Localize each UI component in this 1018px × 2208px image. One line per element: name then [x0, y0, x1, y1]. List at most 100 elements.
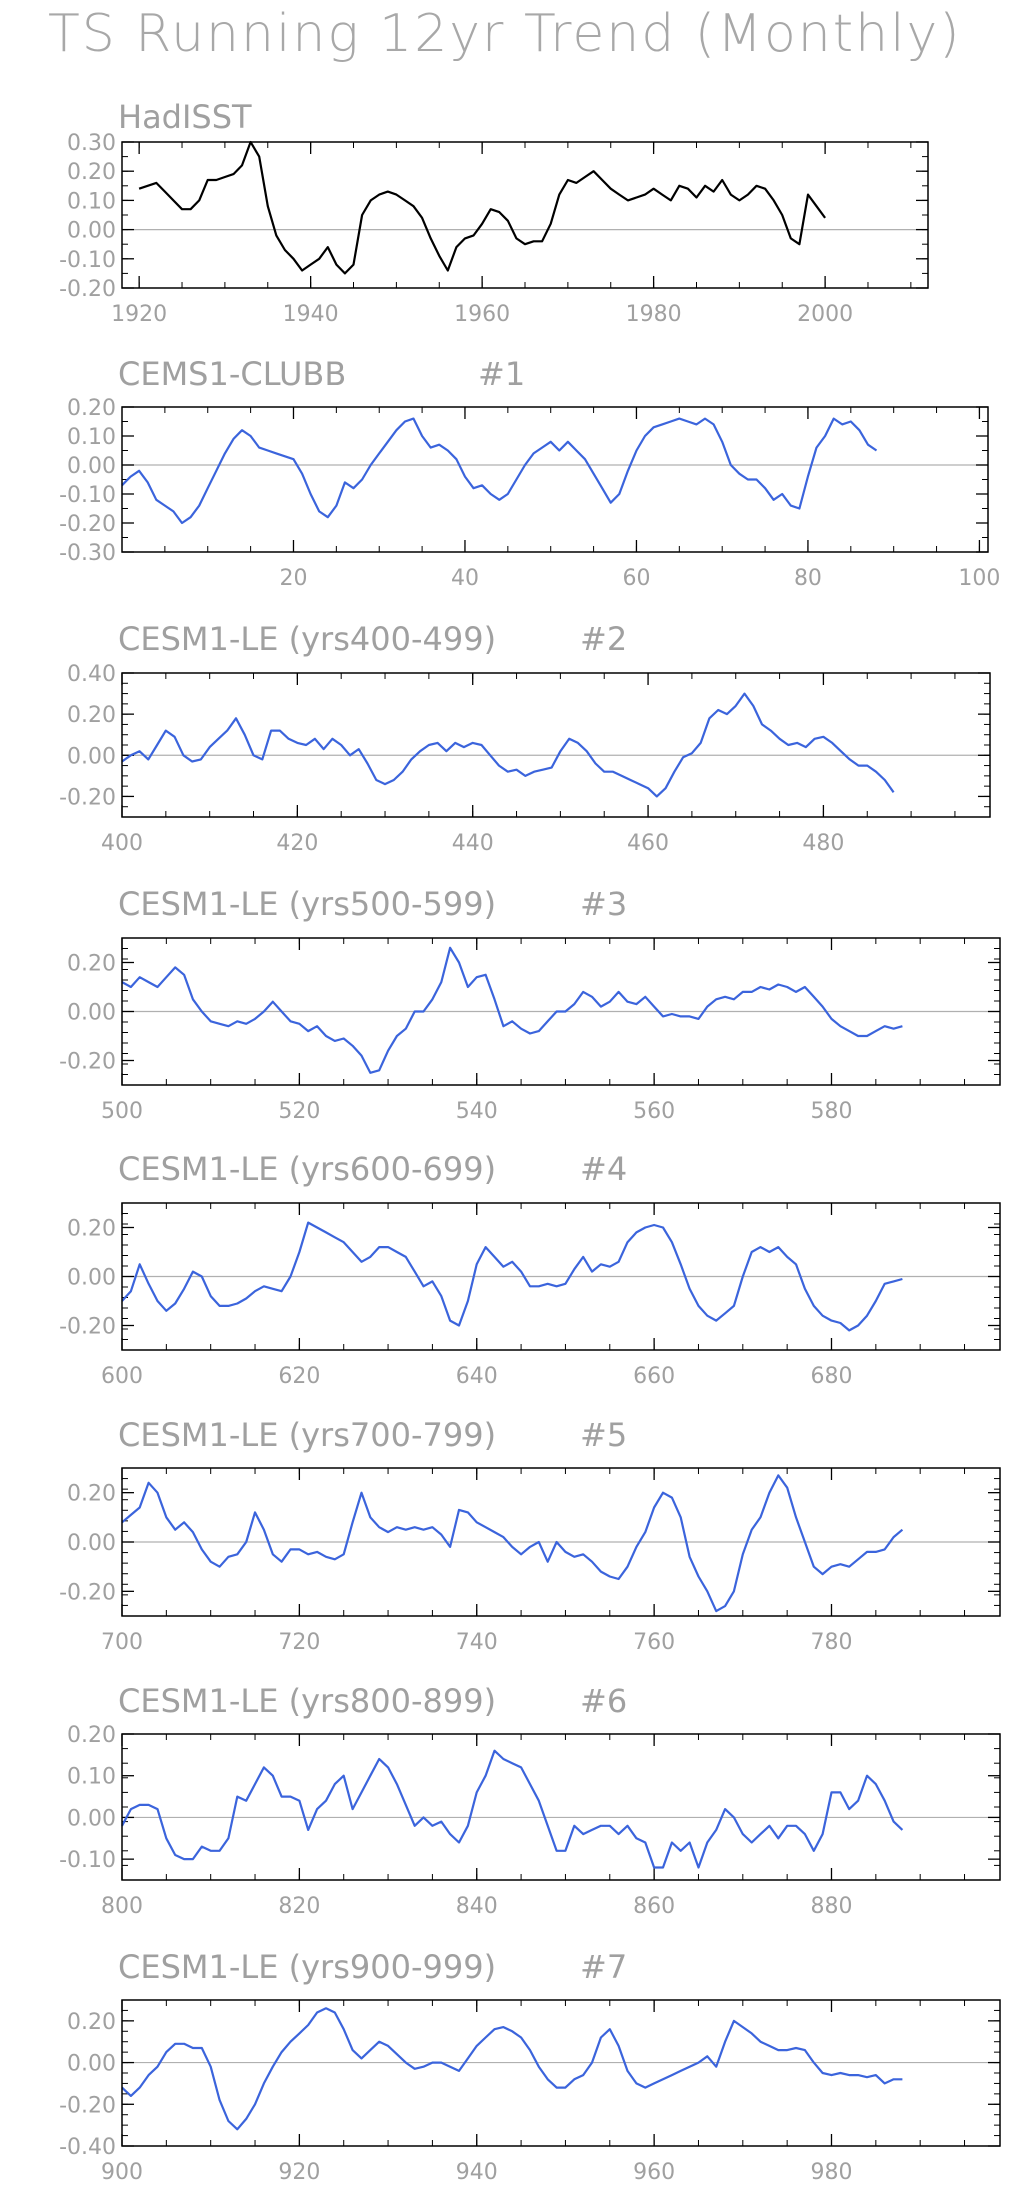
x-tick-label: 600 — [101, 1364, 143, 1389]
panel-title: CESM1-LE (yrs800-899) — [118, 1682, 496, 1720]
y-tick-label: 0.20 — [67, 160, 116, 185]
chart-panel-8: CESM1-LE (yrs900-999) #7 0.20 0.00 -0.20 -0.4… — [59, 1948, 1001, 2185]
y-tick-label: 0.20 — [67, 703, 116, 728]
x-tick-label: 860 — [633, 1894, 675, 1919]
x-tick-label: 820 — [278, 1894, 320, 1919]
y-tick-label: -0.20 — [59, 512, 116, 537]
plot-frame — [121, 1999, 1001, 2147]
x-tick-label: 2000 — [797, 302, 853, 327]
y-tick-label: -0.20 — [59, 277, 116, 302]
chart-panel-4: CESM1-LE (yrs500-599) #3 0.20 0.00 -0.20 500 5… — [59, 885, 1001, 1124]
panel-title: CESM1-LE (yrs400-499) — [118, 620, 496, 658]
plot-frame — [121, 1467, 1001, 1617]
y-tick-label: -0.40 — [59, 2135, 116, 2160]
plot-frame — [121, 1202, 1001, 1351]
x-tick-label: 1980 — [626, 302, 682, 327]
x-tick-label: 40 — [451, 566, 479, 591]
panel-title: CESM1-LE (yrs600-699) — [118, 1150, 496, 1188]
series-line — [121, 946, 903, 1074]
y-tick-label: 0.00 — [67, 1001, 116, 1026]
y-tick-label: -0.20 — [59, 1580, 116, 1605]
x-tick-label: 60 — [622, 566, 650, 591]
y-tick-label: 0.00 — [67, 1266, 116, 1291]
plot-frame — [121, 937, 1001, 1086]
y-tick-label: 0.00 — [67, 744, 116, 769]
x-tick-label: 540 — [456, 1099, 498, 1124]
x-tick-label: 100 — [958, 566, 1000, 591]
y-tick-label: 0.30 — [67, 131, 116, 156]
x-tick-label: 480 — [802, 831, 844, 856]
x-tick-label: 680 — [810, 1364, 852, 1389]
chart-panel-5: CESM1-LE (yrs600-699) #4 0.20 0.00 -0.20 600 6… — [59, 1150, 1001, 1389]
x-tick-label: 880 — [810, 1894, 852, 1919]
page-title: TS Running 12yr Trend (Monthly) — [48, 4, 962, 64]
y-tick-label: 0.20 — [67, 2010, 116, 2035]
x-tick-label: 580 — [810, 1099, 852, 1124]
x-tick-label: 620 — [278, 1364, 320, 1389]
series-line — [121, 2007, 903, 2131]
x-tick-label: 400 — [101, 831, 143, 856]
y-tick-label: 0.10 — [67, 425, 116, 450]
x-tick-label: 900 — [101, 2160, 143, 2185]
plot-frame — [121, 406, 989, 553]
run-number-label: #2 — [580, 620, 627, 658]
plot-frame — [121, 672, 991, 818]
x-tick-label: 840 — [456, 1894, 498, 1919]
x-tick-label: 520 — [278, 1099, 320, 1124]
series-line — [121, 417, 878, 525]
chart-panel-2: CEMS1-CLUBB #1 0.20 0.10 0.00 -0.10 -0.20 -0.30… — [59, 355, 1000, 591]
x-tick-label: 700 — [101, 1630, 143, 1655]
x-tick-label: 720 — [278, 1630, 320, 1655]
series-line — [121, 692, 895, 798]
y-tick-label: 0.00 — [67, 2052, 116, 2077]
run-number-label: #7 — [580, 1948, 627, 1986]
x-tick-label: 560 — [633, 1099, 675, 1124]
x-tick-label: 440 — [452, 831, 494, 856]
x-tick-label: 640 — [456, 1364, 498, 1389]
x-tick-label: 660 — [633, 1364, 675, 1389]
y-tick-label: -0.30 — [59, 541, 116, 566]
y-tick-label: -0.10 — [59, 248, 116, 273]
y-tick-label: 0.40 — [67, 662, 116, 687]
y-tick-label: 0.20 — [67, 1723, 116, 1748]
y-tick-label: -0.10 — [59, 1848, 116, 1873]
x-tick-label: 20 — [279, 566, 307, 591]
plot-frame — [121, 1733, 1001, 1881]
run-number-label: #6 — [580, 1682, 627, 1720]
y-tick-label: -0.10 — [59, 483, 116, 508]
run-number-label: #4 — [580, 1150, 627, 1188]
y-tick-label: 0.10 — [67, 189, 116, 214]
x-tick-label: 940 — [456, 2160, 498, 2185]
x-tick-label: 500 — [101, 1099, 143, 1124]
panel-title: CEMS1-CLUBB — [118, 355, 346, 393]
panel-title: CESM1-LE (yrs900-999) — [118, 1948, 496, 1986]
y-tick-label: 0.10 — [67, 1765, 116, 1790]
y-tick-label: 0.00 — [67, 1806, 116, 1831]
panel-title: HadISST — [118, 98, 252, 136]
y-tick-label: -0.20 — [59, 1050, 116, 1075]
x-tick-label: 800 — [101, 1894, 143, 1919]
run-number-label: #5 — [580, 1416, 627, 1454]
x-tick-label: 460 — [627, 831, 669, 856]
y-tick-label: 0.00 — [67, 454, 116, 479]
y-tick-label: -0.20 — [59, 2093, 116, 2118]
x-tick-label: 80 — [794, 566, 822, 591]
chart-panel-6: CESM1-LE (yrs700-799) #5 0.20 0.00 -0.20 700 7… — [59, 1416, 1001, 1655]
series-line — [138, 140, 826, 275]
x-tick-label: 1940 — [283, 302, 339, 327]
series-line — [121, 1221, 903, 1332]
panel-title: CESM1-LE (yrs500-599) — [118, 885, 496, 923]
x-tick-label: 760 — [633, 1630, 675, 1655]
x-tick-label: 740 — [456, 1630, 498, 1655]
x-tick-label: 780 — [810, 1630, 852, 1655]
y-tick-label: 0.20 — [67, 1217, 116, 1242]
y-tick-label: 0.20 — [67, 396, 116, 421]
x-tick-label: 1920 — [111, 302, 167, 327]
run-number-label: #3 — [580, 885, 627, 923]
chart-panel-7: CESM1-LE (yrs800-899) #6 0.20 0.10 0.00 -0.10… — [59, 1682, 1001, 1919]
panel-title: CESM1-LE (yrs700-799) — [118, 1416, 496, 1454]
x-tick-label: 920 — [278, 2160, 320, 2185]
x-tick-label: 960 — [633, 2160, 675, 2185]
